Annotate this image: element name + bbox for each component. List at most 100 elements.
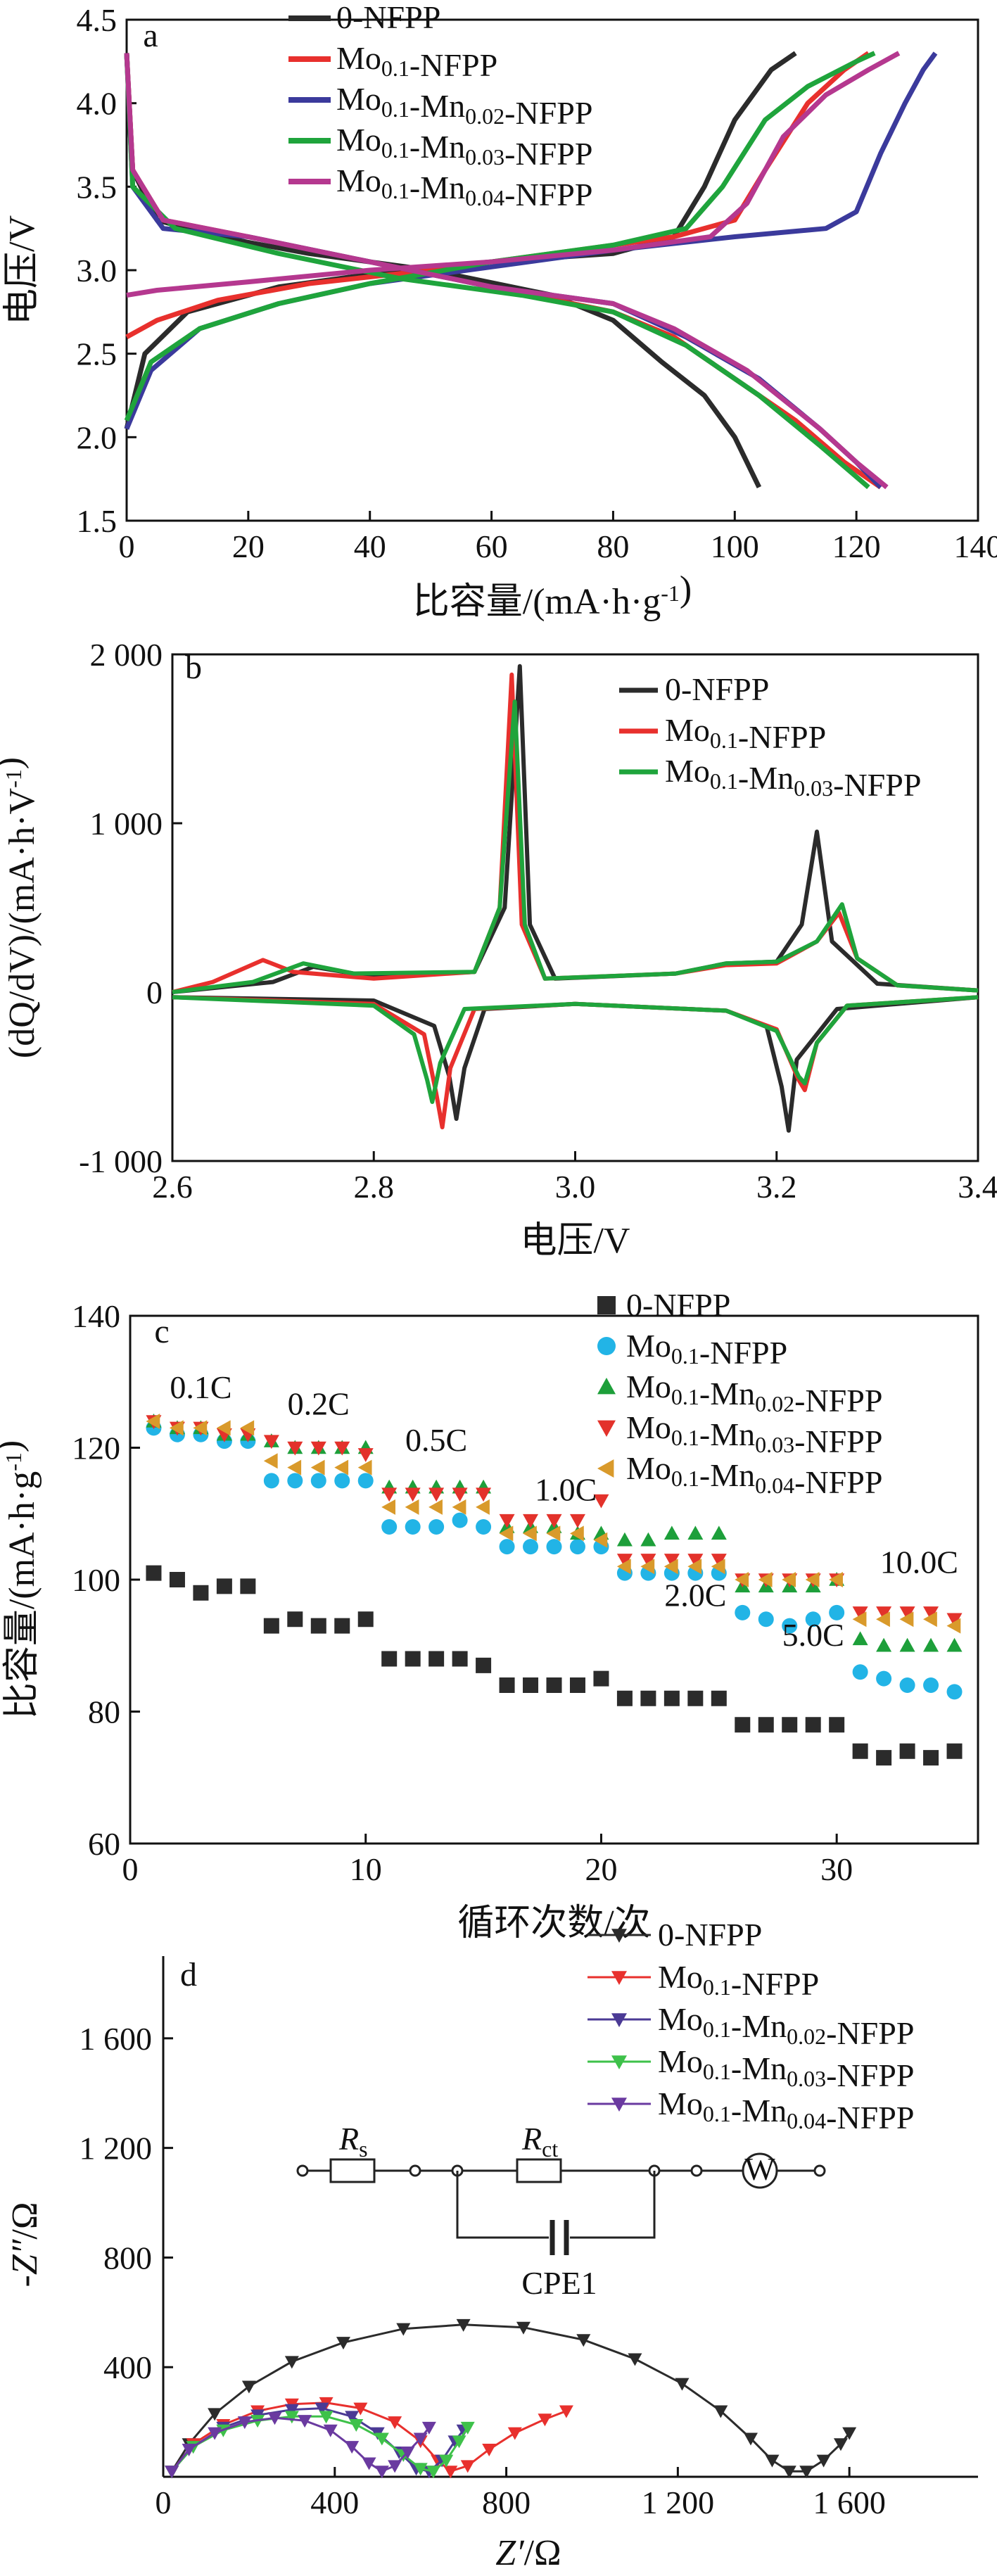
data-point — [310, 1459, 325, 1476]
panel-a: 0 20 40 60 80 100 120 140 1.5 2.0 2.5 3.0 3.5 4.0 4.5 比… — [2, 0, 997, 622]
rate-label: 0.5C — [405, 1422, 467, 1458]
data-point — [362, 2457, 376, 2470]
data-point — [616, 1554, 633, 1568]
data-point — [287, 1441, 303, 1456]
data-point — [169, 1572, 185, 1587]
data-point — [452, 1487, 468, 1502]
data-point — [816, 2454, 831, 2468]
data-point — [452, 1499, 466, 1515]
data-point — [782, 1572, 796, 1587]
x-tick-label: 0 — [119, 528, 135, 564]
data-point — [499, 1525, 514, 1542]
legend-marker — [597, 1337, 616, 1355]
data-point — [345, 2441, 360, 2454]
data-point — [388, 2416, 402, 2430]
data-point — [687, 1554, 704, 1568]
data-point — [405, 1487, 421, 1502]
data-point — [876, 1606, 892, 1620]
data-point — [569, 1677, 585, 1693]
x-axis-label: 比容量/(mA·h·g-1) — [413, 569, 692, 622]
data-point — [546, 1514, 562, 1528]
data-point — [852, 1743, 868, 1759]
data-point — [315, 2402, 329, 2416]
data-point — [593, 1494, 609, 1509]
y-tick-label: 140 — [72, 1298, 120, 1334]
data-point — [241, 2380, 256, 2394]
data-point — [559, 2405, 573, 2418]
data-point — [357, 1448, 374, 1462]
data-point — [405, 1499, 419, 1515]
legend-marker — [611, 2055, 627, 2069]
legend-entry: Mo0.1-Mn0.04-NFPP — [626, 1450, 882, 1500]
x-tick-label: 10 — [350, 1851, 382, 1887]
data-point — [758, 1611, 774, 1628]
data-point — [711, 1525, 727, 1540]
x-tick-label: 1 600 — [813, 2485, 886, 2520]
data-point — [323, 2424, 338, 2437]
data-point — [735, 1717, 751, 1733]
data-point — [782, 1618, 798, 1634]
data-point — [310, 1441, 326, 1456]
data-point — [405, 1651, 421, 1667]
data-point — [946, 1743, 963, 1759]
data-point — [593, 1532, 608, 1548]
panel-c: 01020306080100120140循环次数/次比容量/(mA·h·g-1)… — [0, 1287, 979, 1943]
data-point — [576, 2334, 591, 2347]
data-point — [711, 1559, 725, 1575]
x-tick-label: 3.4 — [958, 1169, 997, 1205]
data-point — [460, 2421, 475, 2435]
data-point — [687, 1525, 704, 1540]
y-tick-label: 60 — [88, 1826, 120, 1862]
data-point — [240, 1578, 256, 1594]
legend-marker — [597, 1296, 616, 1314]
panel-letter: d — [180, 1956, 197, 1993]
data-point — [421, 2421, 436, 2435]
data-point — [428, 1651, 445, 1667]
data-point — [711, 1554, 727, 1568]
data-point — [267, 2412, 282, 2425]
data-point — [400, 2446, 415, 2459]
data-point — [616, 1690, 633, 1706]
data-point — [640, 1690, 656, 1706]
data-point — [443, 2466, 458, 2479]
data-point — [829, 1604, 845, 1620]
cpe-label: CPE1 — [521, 2265, 597, 2301]
data-point — [319, 2411, 334, 2424]
data-point — [476, 1657, 492, 1673]
x-tick-label: 80 — [597, 528, 629, 564]
resistor-rs — [329, 2158, 376, 2183]
data-point — [193, 1420, 208, 1436]
y-tick-label: 2 000 — [90, 637, 163, 673]
legend-entry: Mo0.1-Mn0.04-NFPP — [658, 2086, 914, 2136]
data-point — [482, 2444, 497, 2457]
data-point — [876, 1611, 890, 1628]
rate-label: 2.0C — [664, 1578, 726, 1613]
data-point — [735, 1604, 751, 1620]
data-point — [381, 1499, 395, 1515]
data-point — [353, 2402, 368, 2416]
equivalent-circuit: W Rs Rct CPE1 — [296, 2121, 826, 2301]
legend-entry: Mo0.1-NFPP — [665, 712, 826, 755]
data-point — [381, 1651, 398, 1667]
data-point — [616, 1532, 633, 1547]
data-point — [284, 2404, 299, 2417]
series-line — [126, 51, 901, 298]
x-tick-label: 1 200 — [642, 2485, 715, 2520]
y-tick-label: 2.5 — [77, 336, 118, 372]
data-point — [428, 1499, 443, 1515]
data-point — [852, 1606, 868, 1620]
data-point — [456, 2318, 471, 2332]
y-tick-label: -1 000 — [79, 1143, 163, 1179]
data-point — [640, 1532, 656, 1547]
legend-entry: Mo0.1-NFPP — [626, 1328, 787, 1371]
data-point — [284, 2411, 299, 2424]
data-point — [334, 1459, 349, 1476]
data-point — [452, 1512, 468, 1528]
y-tick-label: 3.5 — [77, 169, 118, 205]
legend-entry: Mo0.1-Mn0.03-NFPP — [658, 2043, 914, 2093]
x-tick-label: 60 — [476, 528, 508, 564]
data-point — [899, 1637, 915, 1652]
data-point — [287, 1459, 302, 1476]
data-point — [507, 2427, 522, 2440]
